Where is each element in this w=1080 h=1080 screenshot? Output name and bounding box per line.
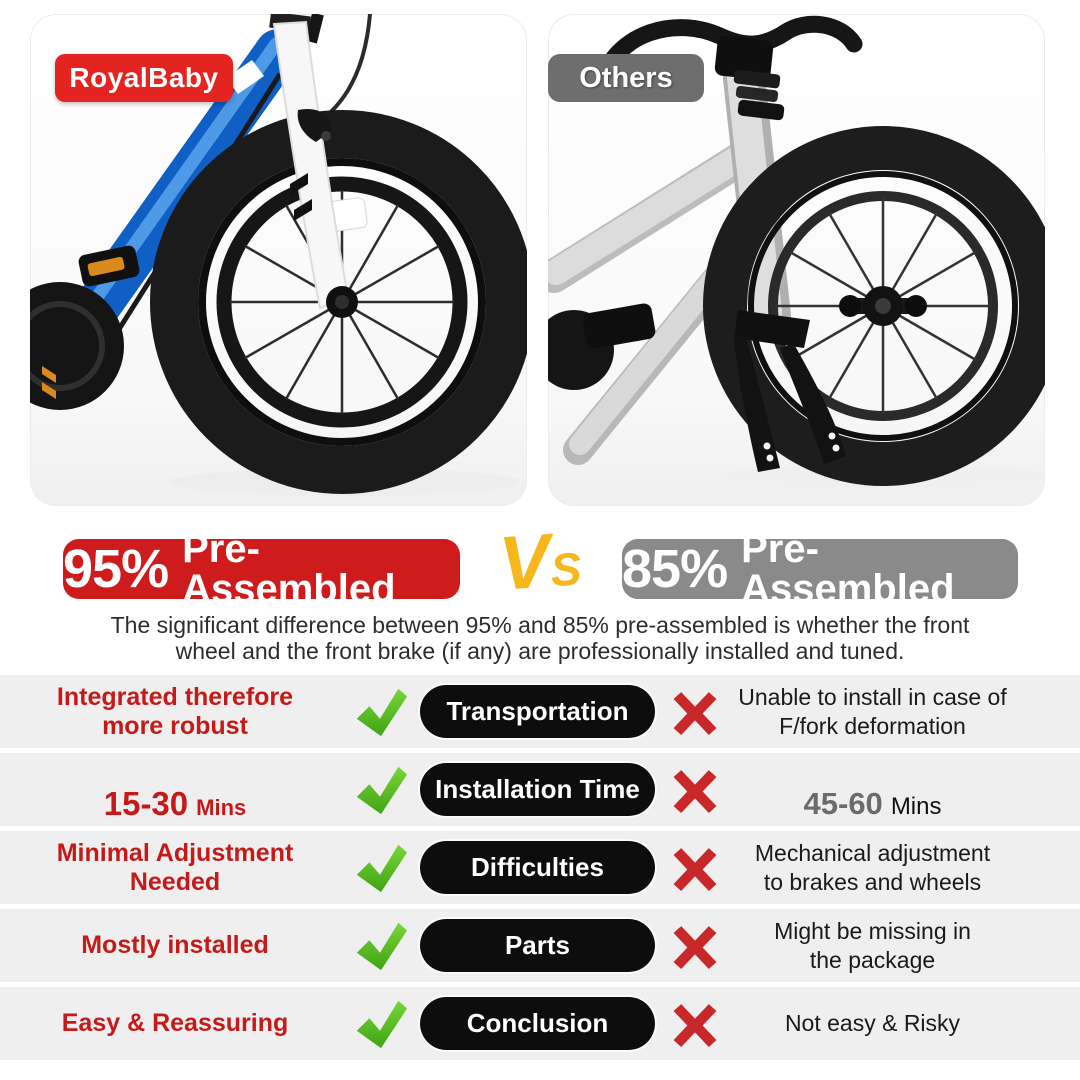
others-value: Might be missing in the package	[725, 917, 1080, 975]
photo-panel-royalbaby: RoyalBaby	[30, 14, 527, 506]
table-row-difficulties: Minimal Adjustment Needed Difficulties M…	[0, 831, 1080, 904]
royalbaby-badge-label: RoyalBaby	[69, 62, 219, 93]
others-value-text: Not easy & Risky	[784, 1010, 961, 1037]
checkmark-icon	[356, 1000, 408, 1048]
cross-icon	[673, 847, 717, 891]
cross-cell	[665, 845, 725, 891]
cross-icon	[673, 769, 717, 813]
royalbaby-value: Integrated therefore more robust	[0, 683, 350, 741]
checkmark-cell	[350, 761, 410, 819]
description-text: The significant difference between 95% a…	[110, 612, 970, 664]
royalbaby-bike-photo	[30, 14, 527, 496]
checkmark-cell	[350, 917, 410, 975]
table-row-conclusion: Easy & Reassuring Conclusion Not easy & …	[0, 987, 1080, 1060]
checkmark-icon	[356, 688, 408, 736]
others-badge: Others	[548, 54, 704, 102]
cross-cell	[665, 689, 725, 735]
vs-text: VS	[496, 518, 584, 607]
others-value-text: Might be missing in the package	[774, 917, 971, 973]
royalbaby-value-text: Integrated therefore more robust	[56, 682, 294, 740]
others-value: Unable to install in case of F/fork defo…	[725, 683, 1080, 741]
banner-85-preassembled: 85% Pre-Assembled	[622, 529, 1018, 609]
others-time-unit: Mins	[890, 792, 942, 820]
royalbaby-value: Minimal Adjustment Needed	[0, 839, 350, 897]
checkmark-cell	[350, 995, 410, 1053]
category-label: Installation Time	[435, 774, 640, 804]
others-bike-photo	[548, 15, 1045, 488]
royalbaby-value-text: Minimal Adjustment Needed	[56, 838, 294, 896]
others-time-value: 45-60	[803, 785, 883, 821]
category-pill: Conclusion	[420, 997, 655, 1050]
banner-95-preassembled: 95% Pre-Assembled	[63, 529, 460, 609]
cross-icon	[673, 1003, 717, 1047]
royalbaby-badge: RoyalBaby	[55, 54, 233, 102]
photo-panel-others: Others	[548, 14, 1045, 506]
category-pill: Transportation	[420, 685, 655, 738]
others-value-text: Mechanical adjustment to brakes and whee…	[754, 839, 991, 895]
checkmark-cell	[350, 839, 410, 897]
category-pill: Installation Time	[420, 763, 655, 816]
category-label: Transportation	[446, 696, 629, 726]
royalbaby-value: Mostly installed	[0, 931, 350, 960]
banner-85-percent: 85%	[622, 539, 728, 599]
royalbaby-value: 15-30 Mins	[0, 756, 350, 823]
cross-icon	[673, 691, 717, 735]
category-label: Difficulties	[471, 852, 604, 882]
royalbaby-time-unit: Mins	[196, 794, 247, 820]
royalbaby-value-text: Mostly installed	[81, 931, 269, 960]
table-row-parts: Mostly installed Parts Might be missing …	[0, 909, 1080, 982]
banner-85-label: Pre-Assembled	[741, 527, 955, 611]
category-label: Parts	[504, 930, 571, 960]
table-row-installation-time: 15-30 Mins Installation Time 45-60 Mins	[0, 753, 1080, 826]
royalbaby-time-value: 15-30	[103, 784, 189, 822]
category-label: Conclusion	[466, 1008, 609, 1038]
table-row-transportation: Integrated therefore more robust Transpo…	[0, 675, 1080, 748]
category-pill: Parts	[420, 919, 655, 972]
comparison-table: Integrated therefore more robust Transpo…	[0, 675, 1080, 1065]
cross-cell	[665, 1001, 725, 1047]
category-pill: Difficulties	[420, 841, 655, 894]
banner-95-label: Pre-Assembled	[182, 527, 396, 611]
royalbaby-value-text: Easy & Reassuring	[61, 1009, 289, 1038]
others-value: Not easy & Risky	[725, 1009, 1080, 1038]
others-value-text: Unable to install in case of F/fork defo…	[738, 683, 1007, 739]
checkmark-icon	[356, 766, 408, 814]
cross-icon	[673, 925, 717, 969]
cross-cell	[665, 923, 725, 969]
others-badge-label: Others	[579, 61, 673, 94]
others-value: 45-60 Mins	[725, 756, 1080, 824]
checkmark-icon	[356, 922, 408, 970]
cross-cell	[665, 767, 725, 813]
checkmark-cell	[350, 683, 410, 741]
banner-95-percent: 95%	[63, 539, 169, 599]
royalbaby-value: Easy & Reassuring	[0, 1009, 350, 1038]
others-value: Mechanical adjustment to brakes and whee…	[725, 839, 1080, 897]
checkmark-icon	[356, 844, 408, 892]
